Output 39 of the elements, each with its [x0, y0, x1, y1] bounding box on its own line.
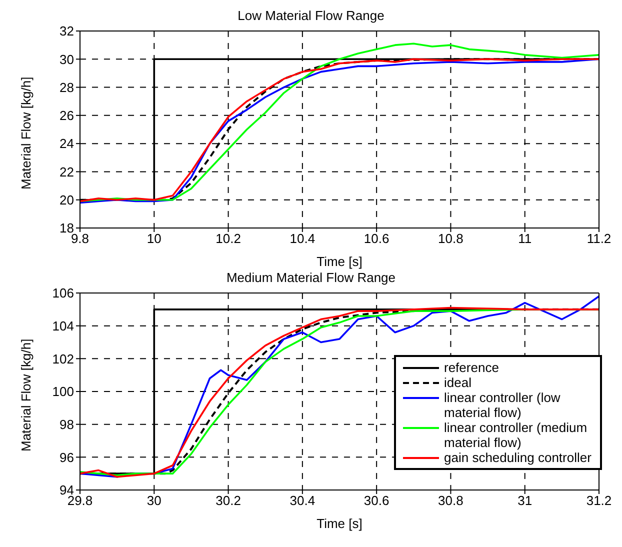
- x-tick-label: 29.8: [67, 493, 93, 508]
- x-tick-label: 31: [518, 493, 532, 508]
- y-axis-title: Material Flow [kg/h]: [18, 338, 34, 452]
- y-tick-label: 106: [52, 286, 74, 301]
- x-tick-label: 30.2: [216, 493, 241, 508]
- legend-label: reference: [444, 360, 499, 375]
- chart-title: Medium Material Flow Range: [225, 270, 397, 286]
- x-tick-label: 10: [146, 231, 162, 246]
- x-tick-label: 10.4: [290, 231, 316, 246]
- y-tick-label: 28: [60, 80, 74, 95]
- x-tick-label: 11.2: [586, 231, 612, 246]
- y-tick-label: 26: [60, 108, 74, 124]
- y-axis-title: Material Flow [kg/h]: [18, 76, 34, 190]
- y-tick-label: 98: [60, 416, 74, 432]
- legend-label: gain scheduling controller: [444, 450, 592, 465]
- chart-title: Low Material Flow Range: [236, 8, 386, 24]
- y-tick-label: 22: [60, 164, 74, 180]
- y-tick-label: 24: [60, 136, 74, 152]
- y-tick-label: 102: [52, 351, 74, 366]
- y-tick-label: 20: [60, 192, 74, 208]
- x-tick-label: 30.6: [364, 493, 390, 508]
- x-tick-label: 31.2: [586, 493, 612, 508]
- x-tick-label: 10.8: [438, 231, 464, 246]
- y-tick-label: 32: [60, 24, 74, 39]
- legend-label: linear controller (low material flow): [444, 390, 562, 420]
- x-tick-label: 10.6: [364, 231, 390, 246]
- x-tick-label: 10.2: [216, 231, 241, 246]
- x-axis-title: Time [s]: [316, 516, 362, 531]
- x-tick-label: 11: [518, 231, 532, 246]
- x-axis-title: Time [s]: [316, 254, 362, 269]
- y-tick-label: 104: [52, 318, 74, 334]
- y-tick-label: 96: [60, 450, 74, 465]
- legend-label: linear controller (medium material flow): [444, 420, 588, 450]
- x-tick-label: 30.4: [290, 493, 316, 508]
- x-tick-label: 30: [146, 493, 162, 508]
- y-tick-label: 100: [52, 384, 74, 400]
- y-tick-label: 30: [60, 52, 74, 67]
- x-tick-label: 30.8: [438, 493, 464, 508]
- legend-label: ideal: [444, 375, 472, 390]
